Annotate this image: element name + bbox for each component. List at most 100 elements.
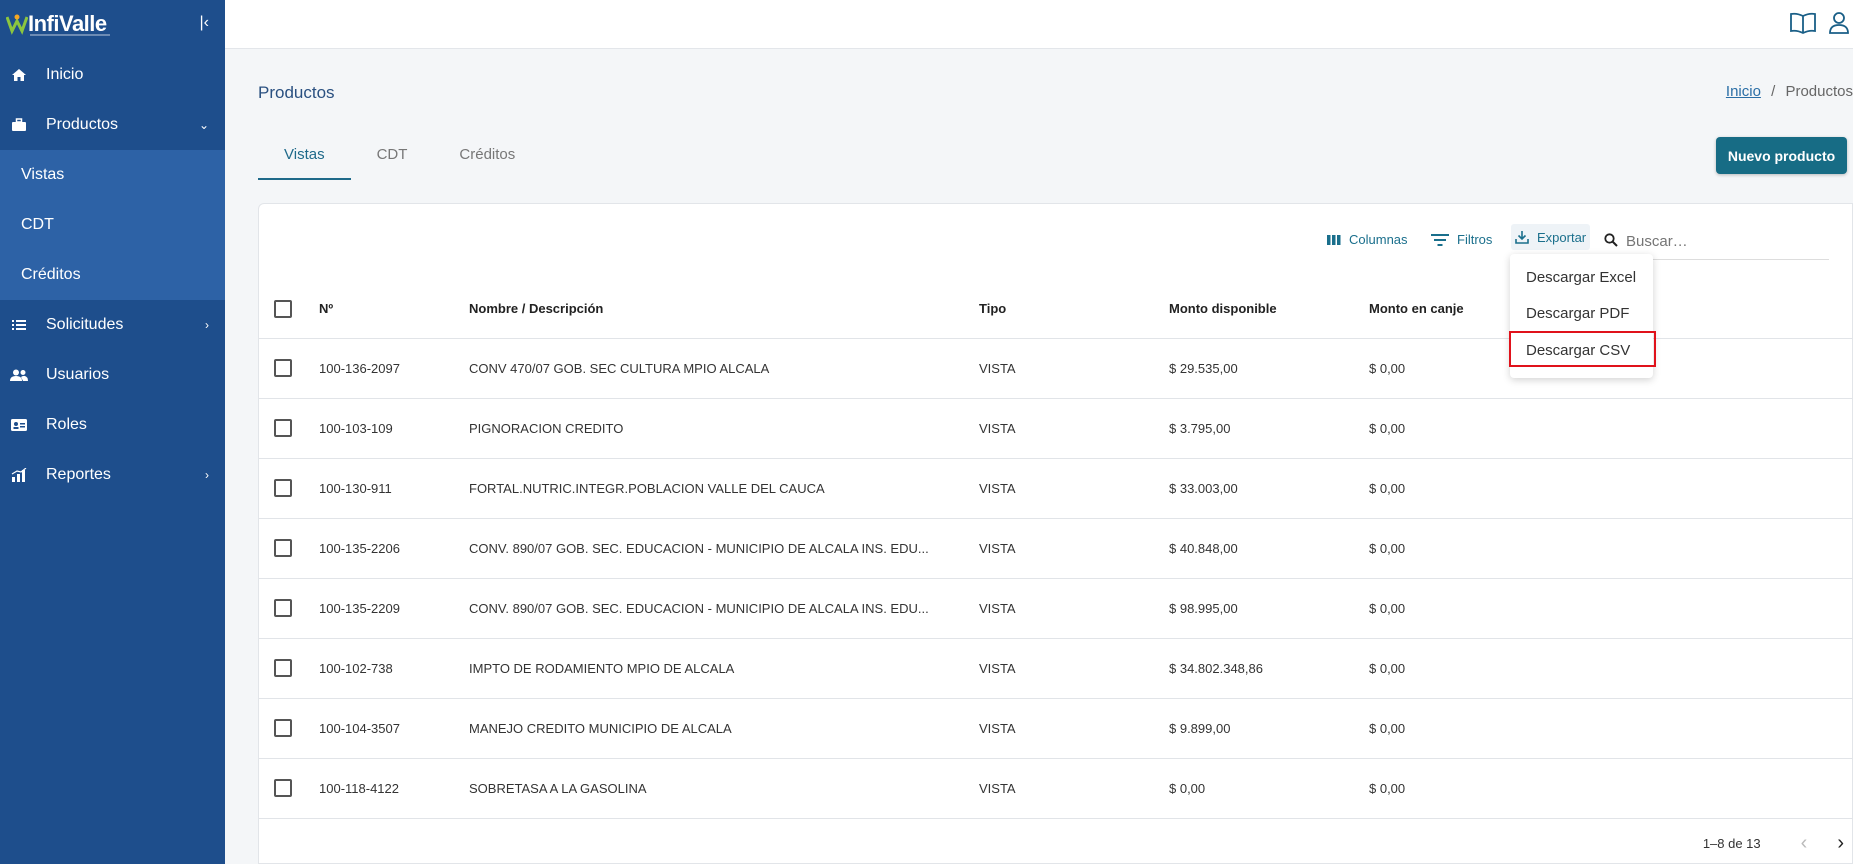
list-icon xyxy=(10,316,28,334)
row-checkbox[interactable] xyxy=(274,719,292,737)
cell-monto: $ 9.899,00 xyxy=(1169,698,1369,759)
sidebar-item-cdt[interactable]: CDT xyxy=(21,216,54,233)
select-all-cell xyxy=(259,280,319,339)
filters-label: Filtros xyxy=(1457,232,1493,247)
cell-name: SOBRETASA A LA GASOLINA xyxy=(469,758,969,819)
cell-monto: $ 40.848,00 xyxy=(1169,518,1369,579)
cell-tipo: VISTA xyxy=(969,758,1169,819)
cell-no: 100-135-2206 xyxy=(319,518,469,579)
sidebar-item-inicio[interactable]: Inicio xyxy=(0,50,225,100)
sidebar-item-label: Roles xyxy=(46,416,87,433)
cell-name: CONV. 890/07 GOB. SEC. EDUCACION - MUNIC… xyxy=(469,578,969,639)
table-row[interactable]: 100-103-109 PIGNORACION CREDITO VISTA $ 3.7… xyxy=(259,398,1853,459)
sidebar-item-reportes[interactable]: Reportes › xyxy=(0,450,225,500)
export-pdf-option[interactable]: Descargar PDF xyxy=(1526,305,1630,322)
header-tipo[interactable]: Tipo xyxy=(969,280,1169,339)
columns-button[interactable]: Columnas xyxy=(1327,232,1408,247)
row-select-cell xyxy=(259,398,319,459)
table-row[interactable]: 100-104-3507 MANEJO CREDITO MUNICIPIO DE … xyxy=(259,698,1853,759)
table-row[interactable]: 100-102-738 IMPTO DE RODAMIENTO MPIO DE A… xyxy=(259,638,1853,699)
cell-tipo: VISTA xyxy=(969,458,1169,519)
row-select-cell xyxy=(259,638,319,699)
row-checkbox[interactable] xyxy=(274,599,292,617)
collapse-sidebar-icon[interactable]: |‹ xyxy=(199,14,209,31)
export-excel-option[interactable]: Descargar Excel xyxy=(1526,269,1637,286)
pagination: 1–8 de 13 ‹ › xyxy=(1703,832,1852,855)
cell-monto: $ 29.535,00 xyxy=(1169,338,1369,399)
cell-canje: $ 0,00 xyxy=(1369,758,1853,819)
logo-tagline xyxy=(30,34,110,36)
id-card-icon xyxy=(10,416,28,434)
cell-canje: $ 0,00 xyxy=(1369,578,1853,639)
book-icon[interactable] xyxy=(1789,12,1817,37)
cell-tipo: VISTA xyxy=(969,578,1169,639)
logo-text: InfiValle xyxy=(28,11,107,36)
sidebar-item-productos[interactable]: Productos ⌄ xyxy=(0,100,225,150)
sidebar-item-solicitudes[interactable]: Solicitudes › xyxy=(0,300,225,350)
cell-name: IMPTO DE RODAMIENTO MPIO DE ALCALA xyxy=(469,638,969,699)
select-all-checkbox[interactable] xyxy=(274,299,292,318)
export-button[interactable]: Exportar xyxy=(1511,224,1591,250)
row-checkbox[interactable] xyxy=(274,779,292,797)
sidebar-item-usuarios[interactable]: Usuarios xyxy=(0,350,225,400)
tab-cdt[interactable]: CDT xyxy=(376,146,408,163)
export-csv-option[interactable]: Descargar CSV xyxy=(1509,331,1656,367)
chevron-down-icon: ⌄ xyxy=(198,118,209,132)
table-row[interactable]: 100-135-2209 CONV. 890/07 GOB. SEC. EDUCA… xyxy=(259,578,1853,639)
cell-no: 100-130-911 xyxy=(319,458,469,519)
chart-icon xyxy=(10,466,28,484)
logo[interactable]: InfiValle |‹ xyxy=(0,0,225,48)
row-select-cell xyxy=(259,458,319,519)
chevron-right-icon: › xyxy=(205,318,209,332)
table-row[interactable]: 100-130-911 FORTAL.NUTRIC.INTEGR.POBLACIO… xyxy=(259,458,1853,519)
briefcase-icon xyxy=(10,116,28,134)
breadcrumb: Inicio / Productos xyxy=(1726,83,1853,100)
user-icon[interactable] xyxy=(1829,12,1849,37)
table-row[interactable]: 100-135-2206 CONV. 890/07 GOB. SEC. EDUCA… xyxy=(259,518,1853,579)
users-icon xyxy=(10,366,28,384)
download-icon xyxy=(1515,230,1529,244)
table-row[interactable]: 100-136-2097 CONV 470/07 GOB. SEC CULTURA… xyxy=(259,338,1853,399)
sidebar-item-label: Inicio xyxy=(46,66,84,83)
page-title: Productos xyxy=(258,83,335,102)
row-select-cell xyxy=(259,698,319,759)
sidebar-item-vistas[interactable]: Vistas xyxy=(21,166,65,183)
filters-button[interactable]: Filtros xyxy=(1431,232,1492,247)
row-checkbox[interactable] xyxy=(274,659,292,677)
row-checkbox[interactable] xyxy=(274,419,292,437)
header-no[interactable]: Nº xyxy=(319,280,469,339)
cell-canje: $ 0,00 xyxy=(1369,638,1853,699)
row-checkbox[interactable] xyxy=(274,479,292,497)
filter-icon xyxy=(1431,233,1449,246)
header-name[interactable]: Nombre / Descripción xyxy=(469,280,969,339)
columns-label: Columnas xyxy=(1349,232,1408,247)
sidebar-item-roles[interactable]: Roles xyxy=(0,400,225,450)
cell-canje: $ 0,00 xyxy=(1369,458,1853,519)
row-checkbox[interactable] xyxy=(274,539,292,557)
row-select-cell xyxy=(259,578,319,639)
cell-monto: $ 34.802.348,86 xyxy=(1169,638,1369,699)
tab-creditos[interactable]: Créditos xyxy=(459,146,516,163)
search-box xyxy=(1604,224,1829,260)
table-body: 100-136-2097 CONV 470/07 GOB. SEC CULTURA… xyxy=(259,338,1853,819)
cell-name: CONV. 890/07 GOB. SEC. EDUCACION - MUNIC… xyxy=(469,518,969,579)
new-product-button[interactable]: Nuevo producto xyxy=(1716,137,1847,174)
sidebar-item-label: Productos xyxy=(46,116,119,133)
header-monto[interactable]: Monto disponible xyxy=(1169,280,1369,339)
table-row[interactable]: 100-118-4122 SOBRETASA A LA GASOLINA VISTA… xyxy=(259,758,1853,819)
export-menu: Descargar Excel Descargar PDF Descargar … xyxy=(1509,254,1656,378)
home-icon xyxy=(10,66,28,84)
row-checkbox[interactable] xyxy=(274,359,292,377)
cell-monto: $ 33.003,00 xyxy=(1169,458,1369,519)
prev-page-icon[interactable]: ‹ xyxy=(1800,832,1808,854)
tab-vistas[interactable]: Vistas xyxy=(258,140,351,180)
cell-no: 100-118-4122 xyxy=(319,758,469,819)
product-tabs: Vistas CDT Créditos xyxy=(258,140,541,180)
sidebar-item-creditos[interactable]: Créditos xyxy=(21,266,81,283)
cell-monto: $ 0,00 xyxy=(1169,758,1369,819)
search-input[interactable] xyxy=(1626,233,1806,250)
cell-monto: $ 98.995,00 xyxy=(1169,578,1369,639)
breadcrumb-home-link[interactable]: Inicio xyxy=(1725,83,1761,100)
next-page-icon[interactable]: › xyxy=(1837,832,1844,854)
products-table: Nº Nombre / Descripción Tipo Monto dispo… xyxy=(259,280,1853,819)
